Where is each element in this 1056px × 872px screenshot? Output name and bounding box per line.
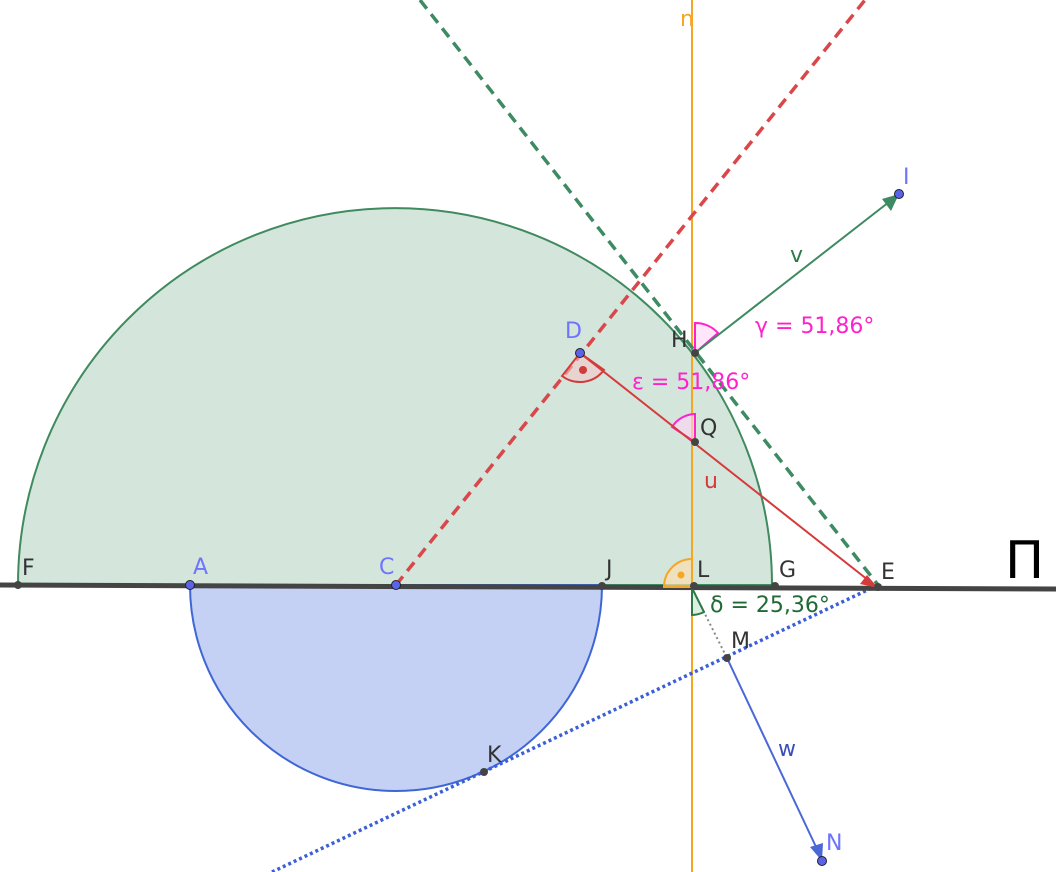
angle-orange-right-arc xyxy=(662,557,693,588)
label-i: I xyxy=(903,165,910,190)
green-dashed-tangent xyxy=(418,0,880,587)
label-m: M xyxy=(731,629,750,654)
label-angle-gamma: γ = 51,86° xyxy=(755,314,874,339)
point-h[interactable] xyxy=(691,349,699,357)
point-k[interactable] xyxy=(480,768,488,776)
label-e: E xyxy=(881,560,895,585)
vector-u xyxy=(579,352,869,581)
angle-orange-dot xyxy=(677,571,685,579)
label-plane-pi: Π xyxy=(1005,531,1044,591)
vector-v-arrowhead xyxy=(882,194,899,211)
label-g: G xyxy=(779,558,796,583)
point-m[interactable] xyxy=(723,654,731,662)
blue-dotted-tangent xyxy=(271,583,879,872)
label-j: J xyxy=(604,557,613,582)
plane-line xyxy=(0,582,1056,592)
label-c: C xyxy=(379,555,394,580)
label-k: K xyxy=(487,743,502,768)
small-half-disk xyxy=(188,584,604,792)
vector-w-arrowhead xyxy=(810,843,823,861)
point-f[interactable] xyxy=(14,581,22,589)
label-line-n: n xyxy=(680,7,694,32)
label-d: D xyxy=(565,319,582,344)
label-vector-u: u xyxy=(704,469,718,494)
point-i[interactable] xyxy=(894,189,904,199)
point-a[interactable] xyxy=(185,580,195,590)
label-angle-epsilon: ε = 51,86° xyxy=(632,370,750,395)
point-q[interactable] xyxy=(691,438,699,446)
angle-delta-arc xyxy=(691,587,706,617)
point-d[interactable] xyxy=(575,348,585,358)
label-f: F xyxy=(22,556,35,581)
label-angle-delta: δ = 25,36° xyxy=(710,593,830,618)
vector-u-arrowhead xyxy=(860,575,878,588)
point-n[interactable] xyxy=(817,856,827,866)
large-half-disk xyxy=(16,207,774,586)
right-angle-d-dot xyxy=(579,366,587,374)
point-e[interactable] xyxy=(874,583,882,591)
point-c[interactable] xyxy=(391,580,401,590)
label-a: A xyxy=(193,555,208,580)
label-vector-w: w xyxy=(778,737,796,762)
angle-epsilon-arc xyxy=(670,412,696,444)
label-n: N xyxy=(826,831,842,856)
point-g[interactable] xyxy=(771,582,779,590)
point-j[interactable] xyxy=(598,582,606,590)
label-q: Q xyxy=(700,416,717,441)
point-l[interactable] xyxy=(690,582,698,590)
vector-v xyxy=(694,201,890,354)
dotted-segment-lm xyxy=(691,587,728,659)
label-h: H xyxy=(671,328,688,353)
angle-gamma-arc xyxy=(694,321,720,356)
label-vector-v: v xyxy=(790,243,803,268)
label-l: L xyxy=(697,558,710,583)
vector-w xyxy=(726,657,818,850)
